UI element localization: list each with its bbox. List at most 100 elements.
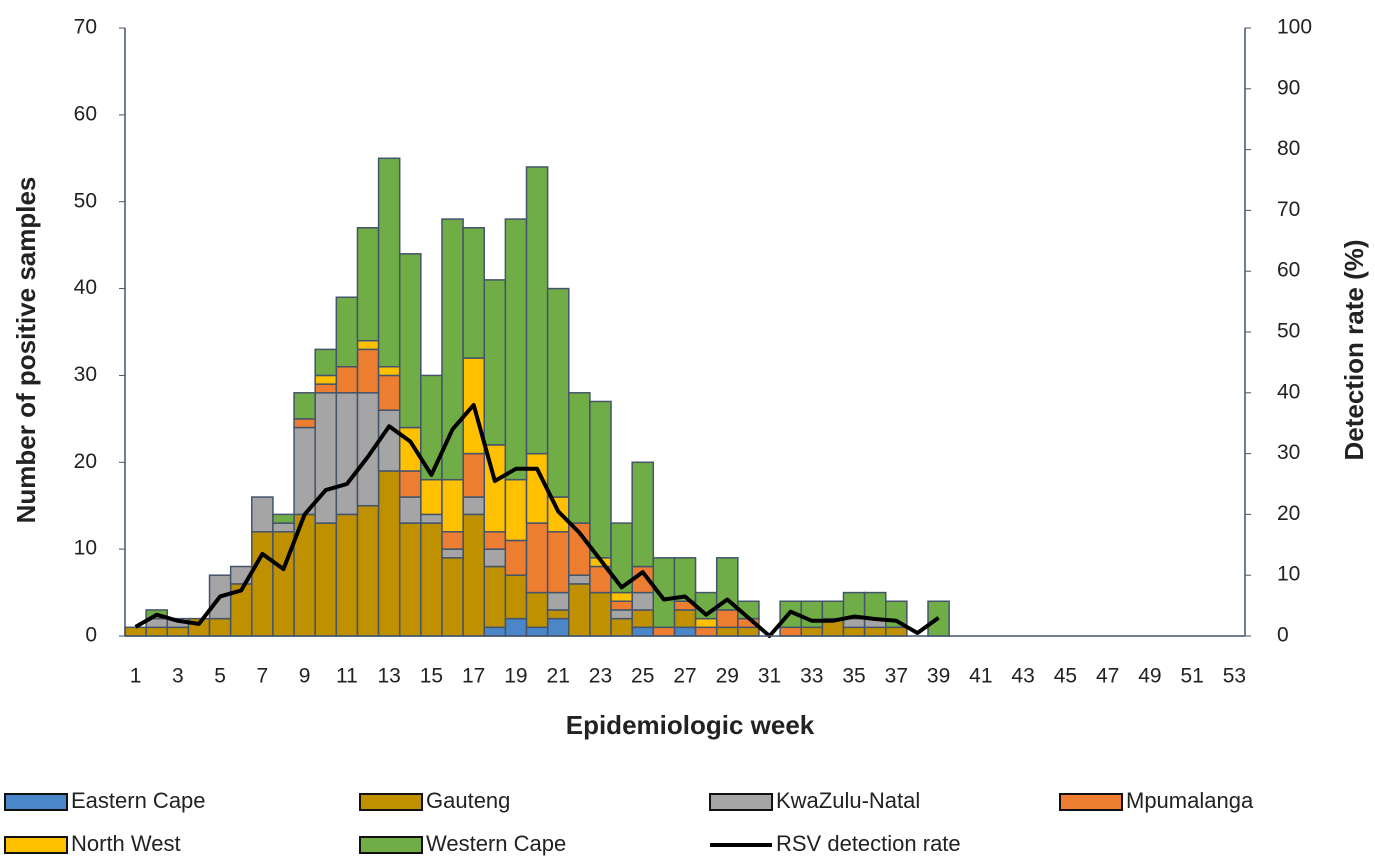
- bar-segment: [462, 513, 485, 637]
- x-tick-label: 17: [462, 665, 485, 688]
- bar-segment: [145, 626, 169, 637]
- bar-segment: [420, 513, 443, 524]
- x-tick-label: 31: [758, 665, 781, 688]
- x-tick-label: 41: [969, 665, 992, 688]
- x-tick-label: 25: [631, 665, 654, 688]
- bar-segment: [652, 626, 676, 637]
- x-tick-label: 39: [927, 665, 950, 688]
- bar-segment: [800, 600, 824, 629]
- bar-segment: [293, 418, 316, 429]
- bar-segment: [631, 626, 655, 637]
- x-axis-title: Epidemiologic week: [566, 710, 815, 740]
- bar-segment: [504, 539, 528, 576]
- bar-segment: [398, 496, 422, 524]
- y2-tick-label: 30: [1277, 441, 1300, 464]
- legend-label: RSV detection rate: [776, 831, 961, 856]
- x-tick-label: 11: [336, 665, 358, 688]
- legend-label: North West: [71, 831, 181, 856]
- legend-swatch: [4, 793, 68, 811]
- y2-tick-label: 100: [1277, 16, 1312, 39]
- x-tick-label: 43: [1011, 665, 1034, 688]
- bar-segment: [483, 548, 507, 568]
- bar-segment: [251, 496, 274, 533]
- legend-label: Mpumalanga: [1126, 788, 1254, 813]
- bar-segment: [821, 600, 845, 620]
- x-tick-label: 37: [885, 665, 908, 688]
- bar-segment: [546, 591, 570, 611]
- bar-segment: [504, 218, 528, 481]
- bar-segment: [610, 591, 633, 603]
- bar-segment: [631, 461, 655, 568]
- bar-segment: [715, 609, 739, 629]
- bar-segment: [166, 626, 190, 637]
- bar-segment: [842, 626, 866, 637]
- bar-segment: [356, 504, 380, 637]
- bar-segment: [377, 409, 401, 472]
- bar-segment: [377, 157, 401, 368]
- bar-segment: [483, 279, 507, 446]
- x-tick-label: 49: [1138, 665, 1161, 688]
- bar-segment: [610, 609, 633, 620]
- x-tick-label: 9: [299, 665, 311, 688]
- x-tick-label: 21: [547, 665, 570, 688]
- bar-segment: [737, 626, 760, 637]
- bar-segment: [694, 617, 718, 629]
- bar-segment: [293, 426, 316, 516]
- bar-segment: [525, 591, 549, 629]
- bar-segment: [441, 478, 464, 533]
- bar-segment: [356, 227, 380, 342]
- y2-tick-label: 50: [1277, 320, 1300, 343]
- bar-segment: [589, 591, 612, 637]
- bar-segment: [673, 557, 697, 603]
- bar-segment: [568, 583, 591, 637]
- legend-swatch: [359, 793, 423, 811]
- bar-segment: [546, 531, 570, 594]
- bar-segment: [504, 617, 528, 637]
- y2-tick-label: 60: [1277, 259, 1300, 282]
- y-tick-label: 10: [74, 537, 97, 560]
- bar-segment: [800, 626, 824, 637]
- bar-segment: [462, 227, 485, 359]
- bar-segment: [610, 600, 633, 611]
- bar-segment: [525, 166, 549, 455]
- legend-swatch: [4, 836, 68, 854]
- bar-segment: [568, 574, 591, 585]
- bar-segment: [251, 531, 274, 637]
- bar-segment: [631, 591, 655, 611]
- bar-segment: [546, 287, 570, 498]
- bar-segment: [335, 392, 359, 516]
- bar-segment: [335, 365, 359, 394]
- legend-swatch: [1059, 793, 1123, 811]
- x-tick-label: 29: [716, 665, 739, 688]
- bar-segment: [885, 626, 908, 637]
- bar-segment: [779, 626, 802, 637]
- x-tick-label: 51: [1180, 665, 1203, 688]
- y2-tick-label: 40: [1277, 380, 1300, 403]
- y-tick-label: 70: [74, 16, 97, 39]
- bar-segment: [356, 348, 380, 394]
- bar-segment: [272, 522, 295, 533]
- x-tick-label: 23: [589, 665, 612, 688]
- x-tick-label: 19: [504, 665, 527, 688]
- bar-segment: [441, 531, 464, 550]
- bar-segment: [293, 392, 316, 420]
- bar-segment: [694, 626, 718, 637]
- legend-label: Western Cape: [426, 831, 566, 856]
- bar-segment: [377, 470, 401, 637]
- bar-segment: [610, 617, 633, 637]
- bar-segment: [314, 348, 338, 377]
- bar-segment: [335, 513, 359, 637]
- bar-segment: [525, 626, 549, 637]
- x-tick-label: 1: [130, 665, 142, 688]
- bar-segment: [546, 609, 570, 620]
- legend-label: Eastern Cape: [71, 788, 206, 813]
- legend-swatch: [709, 793, 773, 811]
- x-tick-label: 15: [420, 665, 443, 688]
- bar-segment: [377, 374, 401, 411]
- bar-segment: [420, 478, 443, 516]
- bar-segment: [589, 400, 612, 559]
- bar-segment: [673, 609, 697, 629]
- x-tick-label: 33: [800, 665, 823, 688]
- bar-segment: [208, 617, 232, 637]
- y-tick-label: 40: [74, 276, 97, 299]
